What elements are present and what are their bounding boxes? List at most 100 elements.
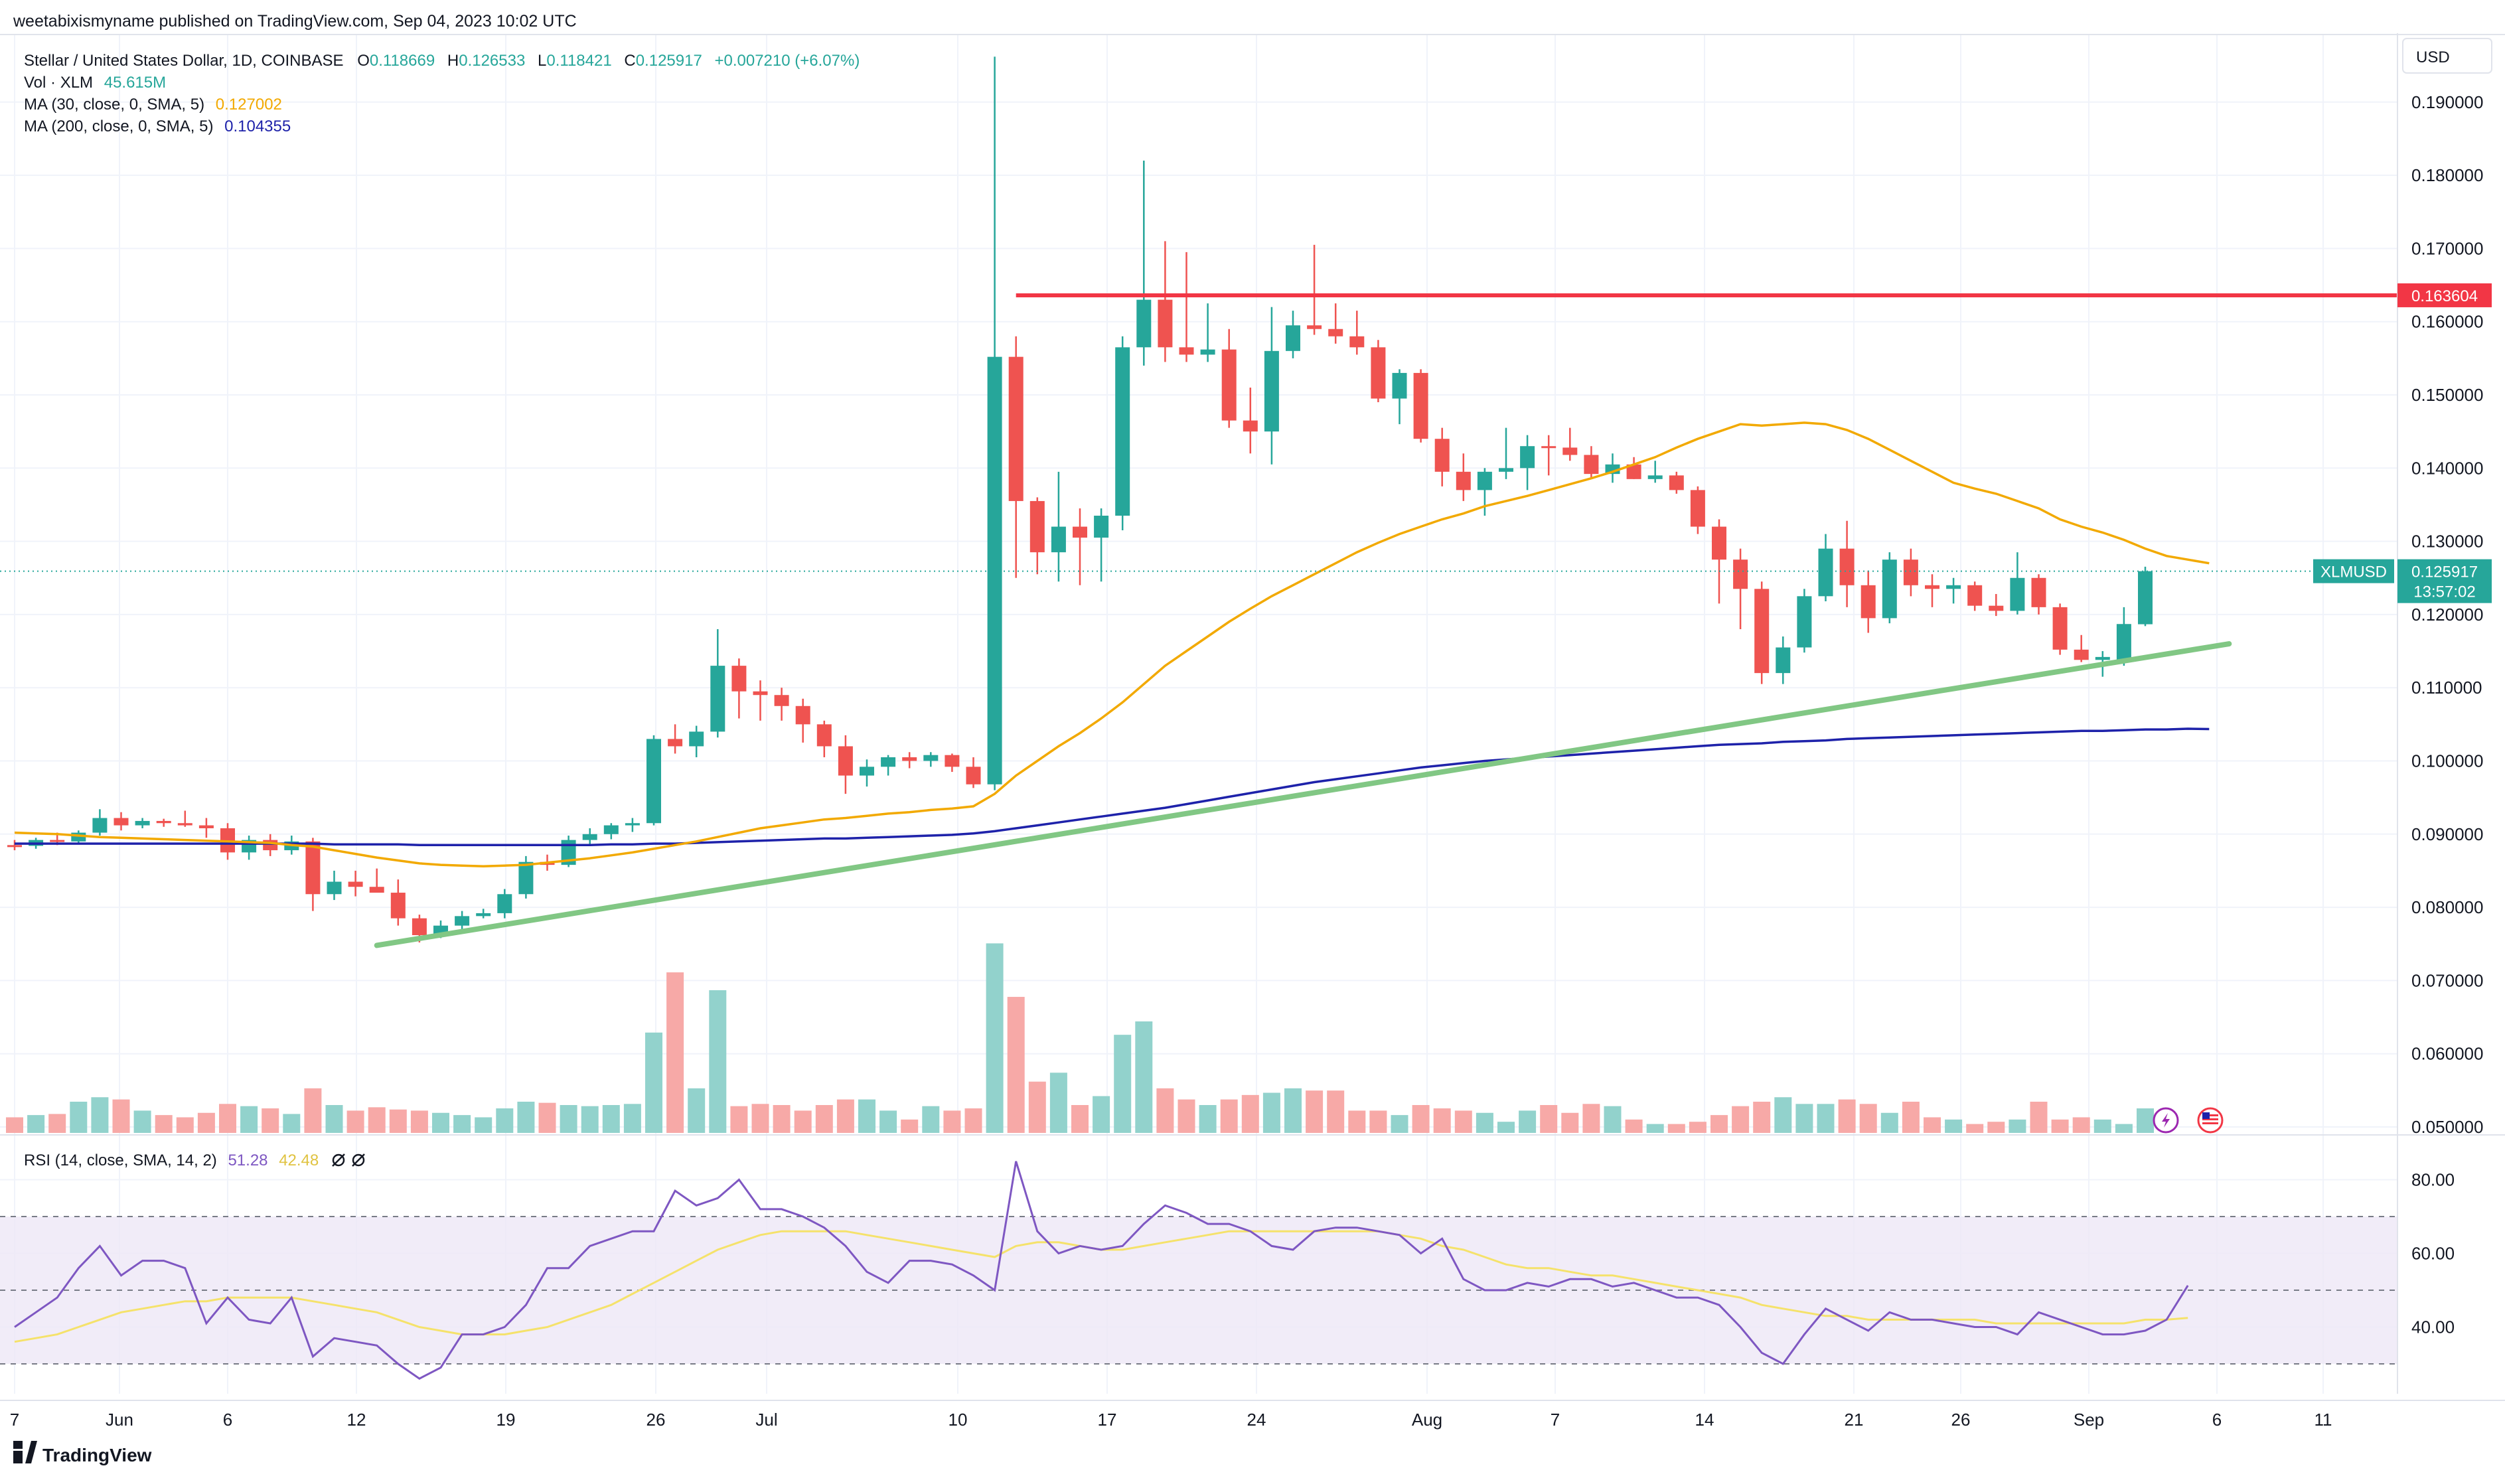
low-value: 0.118421 (546, 52, 611, 70)
volume-bar (389, 1109, 407, 1133)
price-tick-label: 0.100000 (2411, 751, 2483, 771)
volume-bar (133, 1110, 151, 1133)
resistance-price-tag (2397, 283, 2492, 307)
volume-bar (1454, 1110, 1472, 1133)
candle-body (263, 840, 278, 851)
candle-body (2095, 656, 2110, 660)
rsi-tick-label: 40.00 (2411, 1317, 2455, 1337)
legend-ma200[interactable]: MA (200, close, 0, SMA, 5) 0.104355 (24, 117, 291, 135)
rsi-axis[interactable]: 80.00 60.00 40.00 (2411, 1170, 2455, 1337)
candle-body (2116, 624, 2131, 661)
candle-body (198, 825, 214, 828)
candle-body (1179, 347, 1194, 355)
candle-body (1712, 526, 1726, 560)
candle-body (966, 767, 981, 784)
volume-bars (6, 943, 2154, 1133)
time-tick-label: Jun (106, 1410, 133, 1430)
low-label: L (538, 52, 546, 70)
volume-bar (1028, 1081, 1046, 1133)
ma200-label: MA (200, close, 0, SMA, 5) (24, 117, 213, 135)
price-tick-label: 0.190000 (2411, 92, 2483, 112)
volume-bar (197, 1112, 215, 1133)
volume-bar (645, 1032, 662, 1133)
candle-body (177, 823, 192, 826)
candle-body (1392, 372, 1407, 399)
candle-body (497, 894, 512, 913)
us-flag-icon[interactable] (2197, 1107, 2224, 1134)
volume-bar (1625, 1119, 1643, 1133)
eye-off-icon[interactable] (332, 1153, 345, 1167)
candle-body (1477, 471, 1492, 490)
symbol-title[interactable]: Stellar / United States Dollar, 1D, COIN… (24, 52, 344, 70)
volume-bar (1519, 1110, 1537, 1133)
support-trendline[interactable] (374, 641, 2232, 948)
lightning-icon[interactable] (2153, 1107, 2179, 1134)
volume-bar (1156, 1088, 1174, 1133)
candle-body (1221, 349, 1237, 421)
currency-button[interactable] (2402, 38, 2492, 74)
volume-bar (1540, 1105, 1558, 1133)
candle-body (753, 691, 768, 696)
time-axis[interactable]: 7 Jun 6 12 19 26 Jul 10 17 24 Aug 7 14 21 26 Sep 6 11 (10, 1410, 2332, 1430)
candle-body (881, 757, 896, 767)
price-tick-label: 0.060000 (2411, 1044, 2483, 1064)
volume-bar (858, 1099, 875, 1133)
candle-body (1839, 548, 1855, 585)
candle-body (7, 845, 22, 848)
volume-bar (1241, 1094, 1259, 1133)
volume-bar (91, 1097, 109, 1133)
candle-body (305, 841, 321, 895)
volume-bar (1689, 1122, 1707, 1133)
candle-body (1371, 347, 1386, 399)
time-tick-label: 7 (1551, 1410, 1560, 1430)
publisher-line: weetabixismyname published on TradingVie… (13, 12, 577, 31)
candle-body (1115, 347, 1130, 516)
time-tick-label: 17 (1098, 1410, 1117, 1430)
tradingview-logo[interactable]: TradingView (13, 1441, 152, 1465)
volume-bar (1753, 1101, 1771, 1133)
candle-body (816, 724, 832, 747)
time-tick-label: 26 (646, 1410, 666, 1430)
currency-label[interactable]: USD (2416, 48, 2450, 66)
time-tick-label: 26 (1951, 1410, 1971, 1430)
candle-body (1882, 559, 1897, 619)
legend-rsi[interactable]: RSI (14, close, SMA, 14, 2) 51.28 42.48 (24, 1151, 319, 1169)
candle-body (1903, 559, 1918, 585)
volume-bar (1880, 1112, 1898, 1133)
volume-bar (1604, 1106, 1622, 1133)
eye-off-icon[interactable] (352, 1153, 365, 1167)
volume-bar (1924, 1117, 1941, 1133)
candle-body (1754, 589, 1770, 674)
candle-body (1456, 471, 1471, 490)
volume-bar (922, 1106, 940, 1133)
price-tick-label: 0.180000 (2411, 165, 2483, 185)
price-tick-label: 0.080000 (2411, 897, 2483, 917)
candle-body (1264, 350, 1279, 432)
time-tick-label: 24 (1247, 1410, 1266, 1430)
price-axis[interactable]: 0.190000 0.180000 0.170000 0.160000 0.150000… (2411, 92, 2483, 1137)
volume-bar (1817, 1104, 1835, 1133)
candle-body (1818, 548, 1833, 597)
time-tick-label: 19 (496, 1410, 516, 1430)
candle-body (1690, 490, 1705, 527)
candle-body (50, 840, 65, 842)
candle-body (1860, 585, 1876, 619)
volume-bar (730, 1106, 748, 1133)
candle-body (327, 881, 342, 895)
candle-body (774, 695, 789, 706)
price-tick-label: 0.150000 (2411, 385, 2483, 405)
brand-name: TradingView (42, 1445, 152, 1465)
ma200-value: 0.104355 (224, 117, 291, 135)
volume-bar (1284, 1088, 1302, 1133)
time-tick-label: 14 (1695, 1410, 1714, 1430)
candle-body (455, 916, 470, 926)
legend-volume[interactable]: Vol · XLM 45.615M (24, 74, 166, 92)
candle-body (1776, 647, 1791, 674)
volume-bar (1732, 1106, 1750, 1133)
volume-bar (602, 1105, 620, 1133)
candle-body (1286, 325, 1300, 351)
price-tick-label: 0.170000 (2411, 238, 2483, 258)
candle-body (1158, 299, 1173, 348)
volume-bar (1071, 1105, 1089, 1133)
legend-ma30[interactable]: MA (30, close, 0, SMA, 5) 0.127002 (24, 96, 282, 113)
